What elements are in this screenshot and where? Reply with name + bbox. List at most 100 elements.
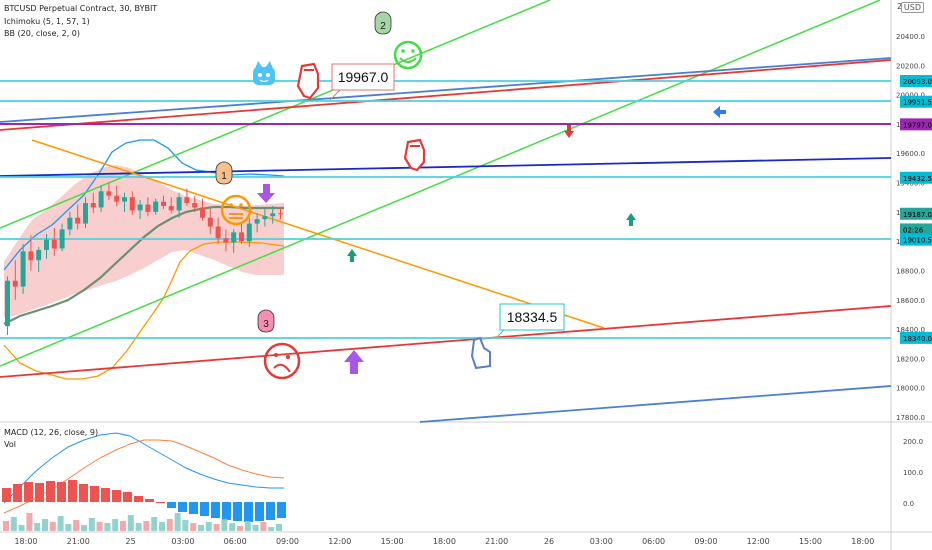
arrow-up-icon-teal [347,249,357,262]
time-tick: 25 [126,537,136,546]
macd-hist-bar [189,502,198,514]
price-tick: 18400.0 [896,326,925,334]
bb-legend: BB (20, close, 2, 0) [4,29,80,38]
macd-hist-bar [156,502,165,503]
candle-body [83,203,88,224]
candle-body [270,213,276,217]
volume-bar [57,516,64,531]
candle-body [192,203,198,208]
time-tick: 15:00 [799,537,822,546]
macd-hist-bar [123,492,132,502]
macd-hist-bar [2,488,11,502]
volume-bar [127,515,134,531]
macd-hist-bar [101,488,110,502]
trendline-orange [31,139,605,329]
marker-number: 3 [263,319,269,330]
candle-body [161,201,166,206]
time-tick: 18:00 [851,537,874,546]
price-label-bg [900,74,932,87]
price-tick: 18200.0 [896,355,925,363]
arrow-left-icon-blue [713,106,726,118]
candle-body [90,203,96,208]
smiley-happy-icon [393,40,423,70]
macd-hist-bar [112,490,121,502]
price-label: 19797.0 [903,121,932,129]
volume-bar [65,524,72,531]
candle-body [129,197,135,211]
macd-hist-bar [222,502,231,520]
candle-body [278,213,283,215]
candle-body [20,251,26,287]
annotation-19967[interactable]: 19967.0 [329,63,395,101]
smiley-sad-icon [263,342,301,380]
marker-1: 1 [215,161,233,185]
candle-body [168,205,174,211]
price-label: 02:26 [903,226,924,234]
annotation-text: 19967.0 [338,69,389,85]
candle-body [223,238,229,243]
volume-bar [10,517,17,531]
candle-body [122,197,127,202]
macd-hist-bar [244,502,253,522]
time-tick: 12:00 [328,537,351,546]
price-label-bg [900,207,932,220]
candle-body [153,201,159,212]
candle-body [231,232,237,243]
candles-group [5,182,283,335]
macd-hist-bar [68,480,77,502]
volume-bar [182,520,189,531]
price-label-bg [900,223,932,236]
volume-bar [276,524,282,531]
arrow-down-icon-red [564,125,574,138]
cat-icon [253,61,275,85]
volume-bar [18,525,25,531]
volume-bar [26,513,33,531]
candle-body [176,197,182,211]
macd-hist-bar [24,482,33,502]
candle-body [137,204,143,211]
macd-axis: 200.0 100.0 0.0 [903,438,923,508]
macd-tick: 0.0 [903,500,914,508]
macd-hist-bar [13,484,22,502]
time-tick: 21:00 [67,537,90,546]
price-tick: 18600.0 [896,297,925,305]
volume-bar [229,523,236,531]
macd-hist-bar [266,502,275,520]
macd-hist-bar [46,481,55,502]
volume-bar [112,519,119,531]
macd-hist-bar [178,502,187,512]
volume-bar [49,522,56,531]
time-tick: 09:00 [276,537,299,546]
smiley-neutral-icon [220,194,252,226]
volume-bar [143,521,150,531]
trendline-navy [0,157,892,177]
volume-bar [237,526,243,531]
candle-body [98,191,104,208]
candle-body [44,239,49,250]
cloud-fill [4,165,284,318]
volume-bar [213,524,220,531]
candle-body [28,251,34,261]
price-tick: 20200.0 [896,62,925,70]
candle-body [200,207,205,218]
ichimoku-legend: Ichimoku (5, 1, 57, 1) [4,17,90,26]
volume-bar [96,522,103,531]
volume-bar [135,523,142,531]
candle-body [67,217,73,230]
trendline-red-top [0,59,892,131]
macd-tick: 200.0 [903,438,923,446]
macd-hist-bar [277,502,286,518]
price-label-bg [900,95,932,108]
marker-number: 1 [221,171,227,182]
volume-bar [244,521,251,531]
macd-hist-bar [57,482,66,502]
currency-badge[interactable]: USD [900,2,924,13]
trendline-green-lower [0,0,881,367]
candle-body [106,191,112,196]
annotation-18334[interactable]: 18334.5 [497,303,565,337]
macd-tick: 100.0 [903,469,923,477]
volume-bar [81,525,87,531]
macd-hist-bar [200,502,209,516]
